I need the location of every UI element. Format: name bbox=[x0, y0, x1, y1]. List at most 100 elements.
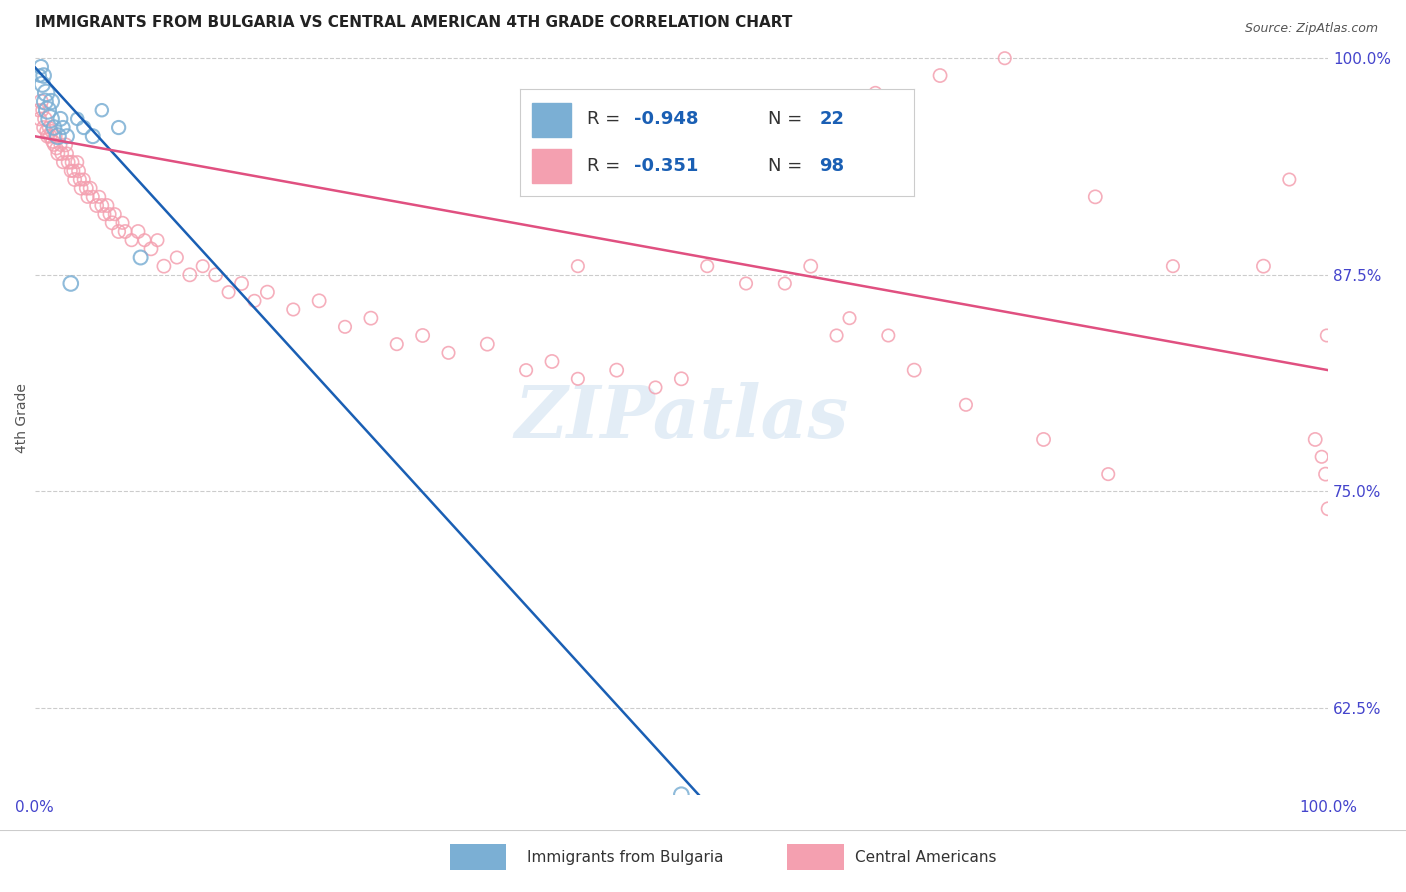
Text: Central Americans: Central Americans bbox=[855, 849, 997, 864]
Point bbox=[62, 164, 84, 178]
Point bbox=[70, 181, 93, 195]
FancyBboxPatch shape bbox=[450, 844, 506, 871]
Point bbox=[865, 86, 887, 100]
Point bbox=[256, 285, 278, 300]
Point bbox=[204, 268, 226, 282]
Point bbox=[146, 233, 169, 247]
Point bbox=[56, 129, 79, 144]
Point bbox=[41, 95, 63, 109]
Point bbox=[35, 86, 58, 100]
Point bbox=[101, 216, 124, 230]
Point bbox=[79, 181, 101, 195]
Point bbox=[671, 788, 693, 802]
Point bbox=[333, 319, 356, 334]
Point bbox=[644, 380, 666, 394]
Point bbox=[37, 103, 59, 118]
FancyBboxPatch shape bbox=[787, 844, 844, 871]
Point bbox=[308, 293, 330, 308]
Point bbox=[541, 354, 564, 368]
Point bbox=[56, 146, 79, 161]
Point bbox=[477, 337, 499, 351]
Point bbox=[1161, 259, 1184, 273]
Point bbox=[52, 120, 75, 135]
Point bbox=[243, 293, 266, 308]
Point bbox=[107, 225, 129, 239]
Point bbox=[41, 124, 63, 138]
Point bbox=[129, 251, 152, 265]
Point bbox=[104, 207, 127, 221]
Point bbox=[929, 69, 952, 83]
Point bbox=[1317, 501, 1340, 516]
Point bbox=[82, 129, 104, 144]
Point bbox=[114, 225, 136, 239]
Point bbox=[735, 277, 758, 291]
FancyBboxPatch shape bbox=[531, 149, 571, 184]
Point bbox=[1316, 328, 1339, 343]
Point bbox=[28, 112, 51, 126]
Point bbox=[111, 216, 134, 230]
Text: N =: N = bbox=[768, 157, 808, 175]
Point bbox=[86, 198, 108, 212]
Point bbox=[42, 120, 65, 135]
Point bbox=[51, 146, 73, 161]
Point bbox=[73, 172, 96, 186]
Text: IMMIGRANTS FROM BULGARIA VS CENTRAL AMERICAN 4TH GRADE CORRELATION CHART: IMMIGRANTS FROM BULGARIA VS CENTRAL AMER… bbox=[35, 15, 792, 30]
Point bbox=[32, 69, 55, 83]
Point bbox=[56, 155, 79, 169]
Point bbox=[1084, 190, 1107, 204]
Point bbox=[360, 311, 382, 326]
Point bbox=[191, 259, 214, 273]
Point bbox=[903, 363, 925, 377]
Point bbox=[73, 120, 96, 135]
Point bbox=[45, 141, 67, 155]
Point bbox=[28, 69, 51, 83]
Text: ZIPatlas: ZIPatlas bbox=[515, 383, 848, 453]
Point bbox=[567, 372, 589, 386]
FancyBboxPatch shape bbox=[531, 103, 571, 137]
Point bbox=[60, 155, 83, 169]
Point bbox=[30, 60, 52, 74]
Point bbox=[90, 103, 112, 118]
Point bbox=[437, 346, 460, 360]
Point bbox=[134, 233, 156, 247]
Text: 98: 98 bbox=[820, 157, 845, 175]
Point bbox=[231, 277, 253, 291]
Point bbox=[37, 129, 59, 144]
Point bbox=[1278, 172, 1301, 186]
Point bbox=[34, 95, 56, 109]
Point bbox=[773, 277, 796, 291]
Point bbox=[31, 103, 53, 118]
Point bbox=[66, 155, 89, 169]
Point bbox=[385, 337, 408, 351]
Point bbox=[75, 181, 97, 195]
Text: -0.351: -0.351 bbox=[634, 157, 699, 175]
Text: 22: 22 bbox=[820, 111, 845, 128]
Point bbox=[98, 207, 121, 221]
Point bbox=[59, 277, 82, 291]
Point bbox=[59, 164, 82, 178]
Point bbox=[49, 137, 72, 152]
Point bbox=[1097, 467, 1119, 482]
Point bbox=[1310, 450, 1333, 464]
Text: R =: R = bbox=[588, 111, 626, 128]
Point bbox=[606, 363, 628, 377]
Point bbox=[179, 268, 201, 282]
Point bbox=[107, 120, 129, 135]
Point bbox=[34, 112, 56, 126]
Point bbox=[76, 190, 98, 204]
Point bbox=[567, 259, 589, 273]
Point bbox=[127, 225, 149, 239]
Point bbox=[69, 172, 91, 186]
Text: Source: ZipAtlas.com: Source: ZipAtlas.com bbox=[1244, 22, 1378, 36]
Point bbox=[1303, 433, 1326, 447]
Point bbox=[55, 137, 77, 152]
Point bbox=[825, 328, 848, 343]
Point bbox=[32, 120, 55, 135]
Point bbox=[67, 164, 90, 178]
Point bbox=[515, 363, 537, 377]
Text: N =: N = bbox=[768, 111, 808, 128]
Point bbox=[153, 259, 176, 273]
Text: Immigrants from Bulgaria: Immigrants from Bulgaria bbox=[527, 849, 724, 864]
Y-axis label: 4th Grade: 4th Grade bbox=[15, 383, 30, 453]
Point bbox=[955, 398, 977, 412]
